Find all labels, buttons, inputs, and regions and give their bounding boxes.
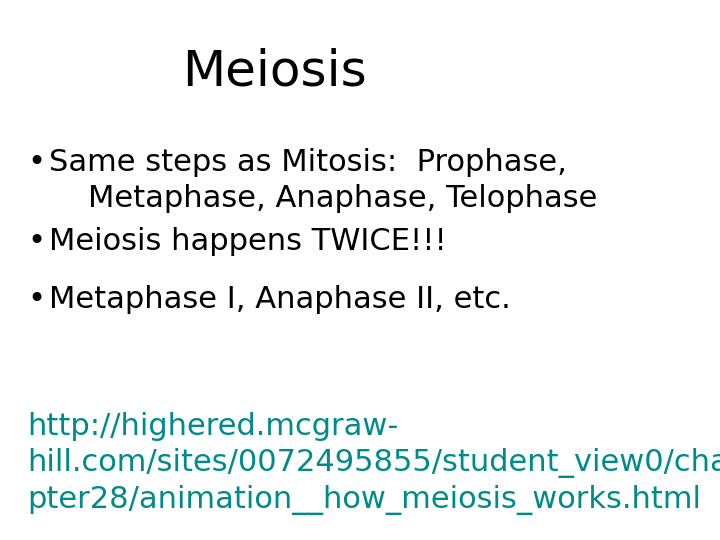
Text: Meiosis happens TWICE!!!: Meiosis happens TWICE!!! xyxy=(50,227,447,256)
Text: http://highered.mcgraw-
hill.com/sites/0072495855/student_view0/cha
pter28/anima: http://highered.mcgraw- hill.com/sites/0… xyxy=(27,413,720,515)
Text: Metaphase I, Anaphase II, etc.: Metaphase I, Anaphase II, etc. xyxy=(50,286,511,314)
Text: •: • xyxy=(27,286,45,314)
Text: •: • xyxy=(27,227,45,256)
Text: Same steps as Mitosis:  Prophase,
    Metaphase, Anaphase, Telophase: Same steps as Mitosis: Prophase, Metapha… xyxy=(50,148,598,213)
Text: Meiosis: Meiosis xyxy=(181,48,366,96)
Text: •: • xyxy=(27,148,45,177)
